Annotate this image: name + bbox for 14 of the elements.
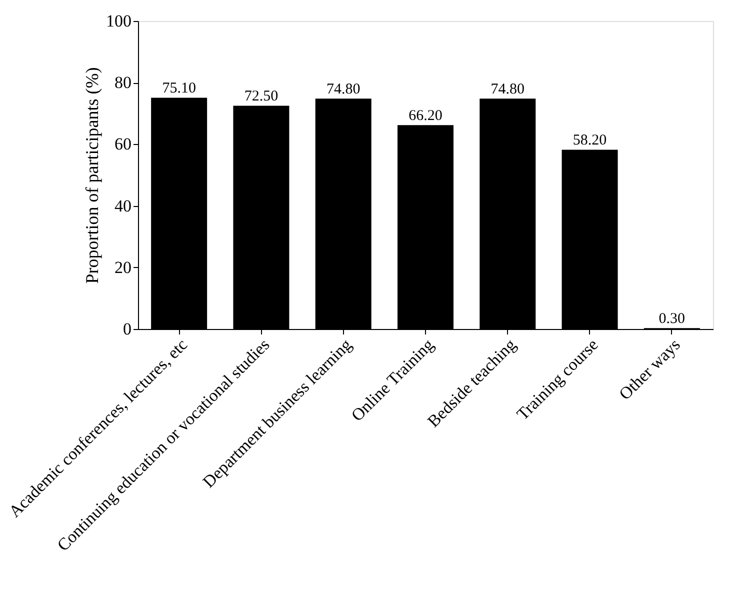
data-label: 0.30 bbox=[658, 311, 686, 328]
data-label: 66.20 bbox=[408, 108, 442, 124]
data-label: 74.80 bbox=[490, 82, 525, 98]
data-label: 58.20 bbox=[572, 132, 607, 149]
y-tick-label: 40 bbox=[114, 196, 132, 216]
y-tick-label: 80 bbox=[114, 73, 132, 92]
data-label: 75.10 bbox=[162, 80, 196, 97]
y-tick-label: 60 bbox=[114, 134, 132, 154]
y-tick-label: 100 bbox=[106, 12, 132, 30]
data-label: 72.50 bbox=[244, 88, 278, 105]
data-label: 74.80 bbox=[326, 82, 360, 98]
y-tick-label: 0 bbox=[123, 320, 132, 338]
y-axis-title: Proportion of participants (%) bbox=[82, 67, 102, 284]
y-tick-label: 20 bbox=[114, 258, 132, 277]
